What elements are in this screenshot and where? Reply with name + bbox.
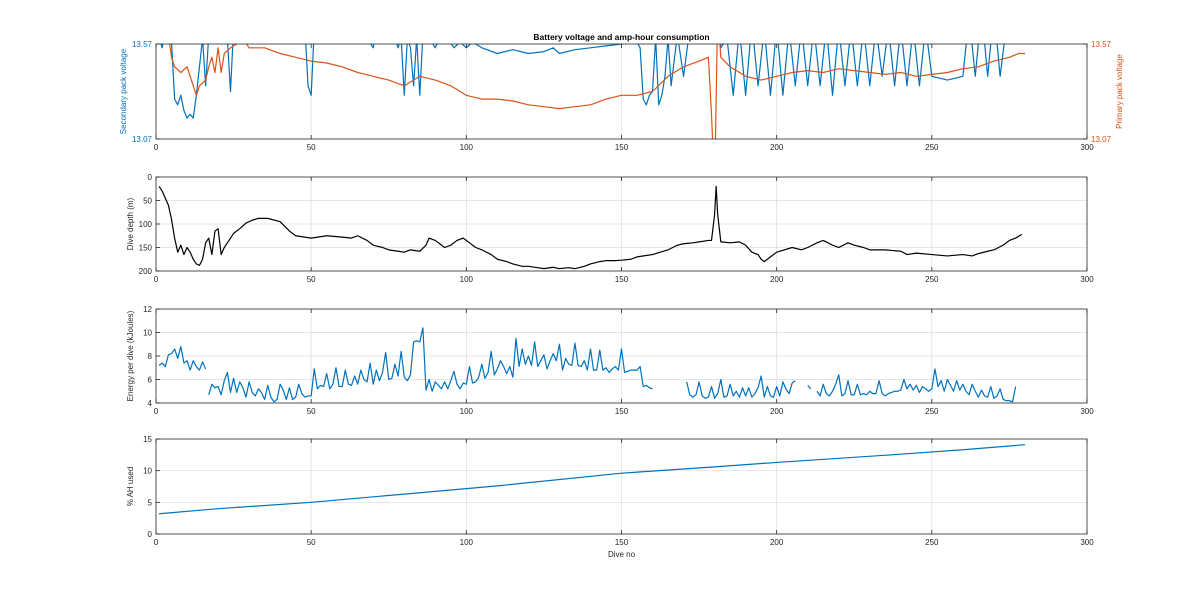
- panel-energy: 0 50 100 150 200 250 300 4 6 8 10 12 Energy per dive…: [126, 305, 1094, 416]
- energy-ytick-label: 12: [143, 305, 152, 314]
- voltage-series-1-line: [169, 44, 1025, 139]
- ah-xtick-label: 50: [307, 538, 316, 547]
- depth-xtick-label: 250: [925, 275, 939, 284]
- voltage-xtick-label: 300: [1080, 143, 1094, 152]
- depth-ylabel: Dive depth (m): [126, 197, 135, 250]
- energy-series-0-line: [686, 375, 796, 399]
- depth-xtick-label: 0: [154, 275, 159, 284]
- energy-xtick-label: 200: [770, 407, 784, 416]
- depth-ytick-label: 50: [143, 197, 152, 206]
- energy-series-0-line: [807, 384, 812, 390]
- ah-series-0-line: [159, 444, 1025, 515]
- ah-xtick-label: 250: [925, 538, 939, 547]
- voltage-ytick-label: 13.57: [132, 40, 153, 49]
- voltage-xtick-label: 250: [925, 143, 939, 152]
- voltage-ylabel: Secondary pack voltage: [119, 48, 128, 134]
- voltage-xtick-label: 100: [460, 143, 474, 152]
- panel-voltage: 0 50 100 150 200 250 30013.0713.5713.0713.57Se…: [119, 40, 1124, 152]
- ah-xtick-label: 100: [460, 538, 474, 547]
- depth-ytick-label: 0: [148, 173, 153, 182]
- depth-series-0-line: [158, 185, 1023, 270]
- energy-series-0-line: [816, 368, 1017, 403]
- depth-xtick-label: 100: [460, 275, 474, 284]
- ah-ytick-label: 15: [143, 435, 152, 444]
- voltage-xtick-label: 0: [154, 143, 159, 152]
- energy-ytick-label: 4: [148, 399, 153, 408]
- ah-xlabel: Dive no: [608, 550, 636, 559]
- voltage-xtick-label: 50: [307, 143, 316, 152]
- ah-xtick-label: 150: [615, 538, 629, 547]
- depth-xtick-label: 200: [770, 275, 784, 284]
- energy-xtick-label: 300: [1080, 407, 1094, 416]
- ah-ytick-label: 10: [143, 467, 152, 476]
- panel-ah: 0 50 100 150 200 250 300 0 5 10 15 % AH used Dive no: [126, 435, 1094, 559]
- energy-ytick-label: 8: [148, 352, 153, 361]
- voltage-xtick-label: 150: [615, 143, 629, 152]
- voltage-xtick-label: 200: [770, 143, 784, 152]
- energy-ytick-label: 10: [143, 329, 152, 338]
- energy-xtick-label: 100: [460, 407, 474, 416]
- figure-title: Battery voltage and amp-hour consumption: [533, 32, 709, 42]
- ah-xtick-label: 300: [1080, 538, 1094, 547]
- ah-ylabel: % AH used: [126, 467, 135, 507]
- depth-ytick-label: 100: [139, 220, 153, 229]
- energy-ytick-label: 6: [148, 376, 153, 385]
- voltage-ytick-label: 13.07: [132, 135, 153, 144]
- voltage-ytick-right-label: 13.07: [1091, 135, 1112, 144]
- energy-series-0-line: [158, 346, 207, 371]
- voltage-series-0-line: [160, 44, 1005, 119]
- panel-depth: 0 50 100 150 200 250 300 0 50 100 150 200 Dive depth…: [126, 173, 1094, 284]
- depth-ytick-label: 200: [139, 267, 153, 276]
- ah-xtick-label: 200: [770, 538, 784, 547]
- energy-ylabel: Energy per dive (kJoules): [126, 310, 135, 401]
- voltage-ylabel-right: Primary pack voltage: [1115, 54, 1124, 129]
- depth-xtick-label: 300: [1080, 275, 1094, 284]
- voltage-ytick-right-label: 13.57: [1091, 40, 1112, 49]
- energy-xtick-label: 0: [154, 407, 159, 416]
- energy-xtick-label: 50: [307, 407, 316, 416]
- depth-xtick-label: 150: [615, 275, 629, 284]
- ah-ytick-label: 0: [148, 530, 153, 539]
- energy-xtick-label: 250: [925, 407, 939, 416]
- depth-xtick-label: 50: [307, 275, 316, 284]
- ah-ytick-label: 5: [148, 498, 153, 507]
- depth-ytick-label: 150: [139, 244, 153, 253]
- ah-xtick-label: 0: [154, 538, 159, 547]
- energy-series-0-line: [208, 327, 653, 403]
- energy-xtick-label: 150: [615, 407, 629, 416]
